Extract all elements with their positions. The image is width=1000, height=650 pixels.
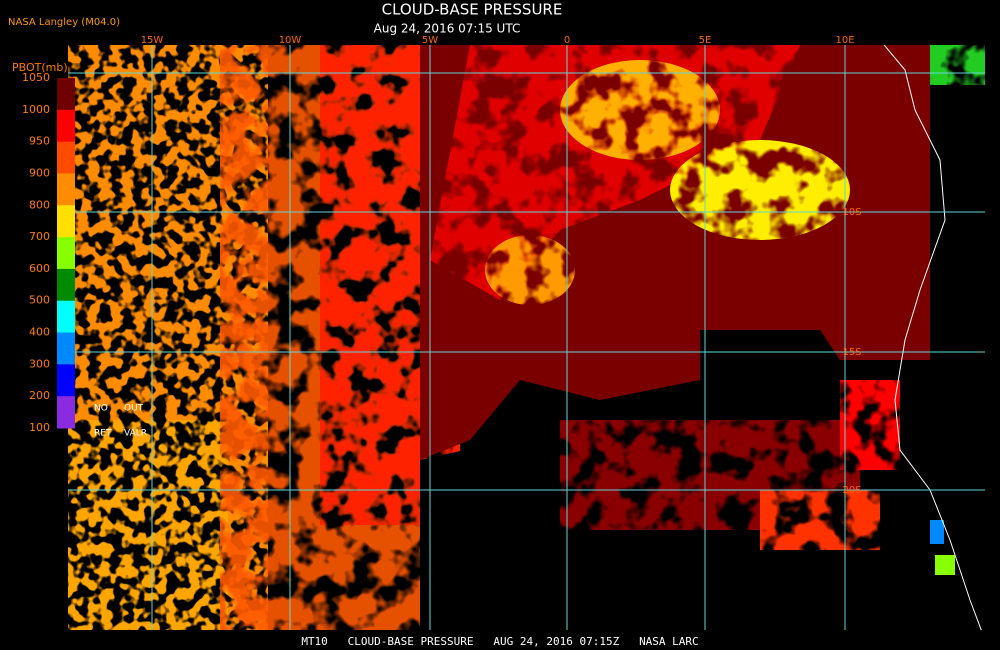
longitude-label: 5E: [699, 35, 712, 46]
legend-label: 1050: [22, 71, 50, 84]
footer: MT10 CLOUD-BASE PRESSURE AUG 24, 2016 07…: [301, 635, 698, 648]
legend-label: 500: [29, 294, 50, 307]
legend-label: 700: [29, 230, 50, 243]
legend-title: PBOT(mb): [12, 61, 68, 74]
latitude-label: 15S: [842, 347, 861, 358]
legend-label: 100: [29, 421, 50, 434]
legend-label: 200: [29, 389, 50, 402]
legend-label: 1000: [22, 103, 50, 116]
color-bar-segment: [57, 268, 75, 302]
legend-note: NO: [94, 404, 108, 414]
longitude-label: 10W: [279, 35, 302, 46]
legend-note: VALR: [124, 429, 147, 439]
color-bar-segment: [57, 300, 75, 334]
longitude-label: 0: [564, 35, 570, 46]
color-bar-segment: [57, 237, 75, 270]
legend-label: 800: [29, 198, 50, 211]
color-bar-segment: [57, 173, 75, 206]
color-bar-segment: [57, 205, 75, 238]
title: CLOUD-BASE PRESSURE: [382, 1, 563, 19]
legend-label: 300: [29, 357, 50, 370]
color-bar-segment: [57, 141, 75, 174]
source-label: NASA Langley (M04.0): [8, 17, 120, 28]
legend-label: 600: [29, 262, 50, 275]
legend-note: OUT: [124, 404, 144, 414]
graticule: [68, 45, 985, 630]
legend-label: 950: [29, 135, 50, 148]
color-bar-segment: [57, 396, 75, 429]
color-bar-segment: [57, 364, 75, 397]
longitude-label: 10E: [835, 35, 854, 46]
latitude-label: 10S: [842, 207, 861, 218]
latitude-label: 20S: [842, 485, 861, 496]
longitude-label: 15W: [141, 35, 164, 46]
map-imagery: [68, 45, 985, 630]
legend-label: 400: [29, 326, 50, 339]
color-bar-segment: [57, 109, 75, 143]
legend-label: 900: [29, 166, 50, 179]
longitude-label: 5W: [422, 35, 438, 46]
color-bar-segment: [57, 332, 75, 365]
datetime: Aug 24, 2016 07:15 UTC: [374, 22, 521, 36]
color-bar-segment: [57, 78, 75, 111]
legend-note: RET: [94, 429, 112, 439]
